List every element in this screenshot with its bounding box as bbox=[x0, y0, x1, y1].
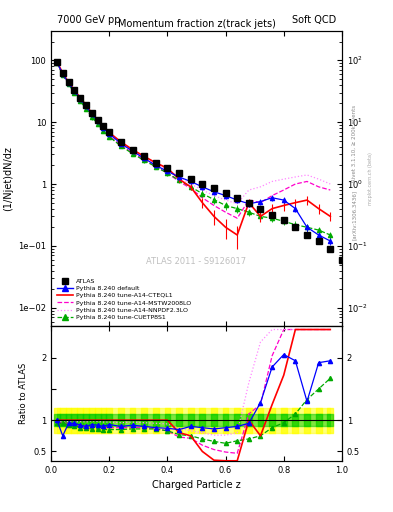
Legend: ATLAS, Pythia 8.240 default, Pythia 8.240 tune-A14-CTEQL1, Pythia 8.240 tune-A14: ATLAS, Pythia 8.240 default, Pythia 8.24… bbox=[54, 275, 195, 323]
Title: Momentum fraction z(track jets): Momentum fraction z(track jets) bbox=[118, 18, 275, 29]
Text: mcplot.cern.ch (beta): mcplot.cern.ch (beta) bbox=[369, 152, 373, 205]
Y-axis label: (1/Njet)dN/dz: (1/Njet)dN/dz bbox=[3, 146, 13, 211]
X-axis label: Charged Particle z: Charged Particle z bbox=[152, 480, 241, 490]
Text: ATLAS 2011 - S9126017: ATLAS 2011 - S9126017 bbox=[147, 257, 246, 266]
Text: 7000 GeV pp: 7000 GeV pp bbox=[57, 15, 120, 25]
Y-axis label: Ratio to ATLAS: Ratio to ATLAS bbox=[18, 363, 28, 424]
Text: [arXiv:1306.3436]: [arXiv:1306.3436] bbox=[352, 190, 357, 240]
Text: Rivet 3.1.10, ≥ 200k events: Rivet 3.1.10, ≥ 200k events bbox=[352, 105, 357, 182]
Text: Soft QCD: Soft QCD bbox=[292, 15, 336, 25]
